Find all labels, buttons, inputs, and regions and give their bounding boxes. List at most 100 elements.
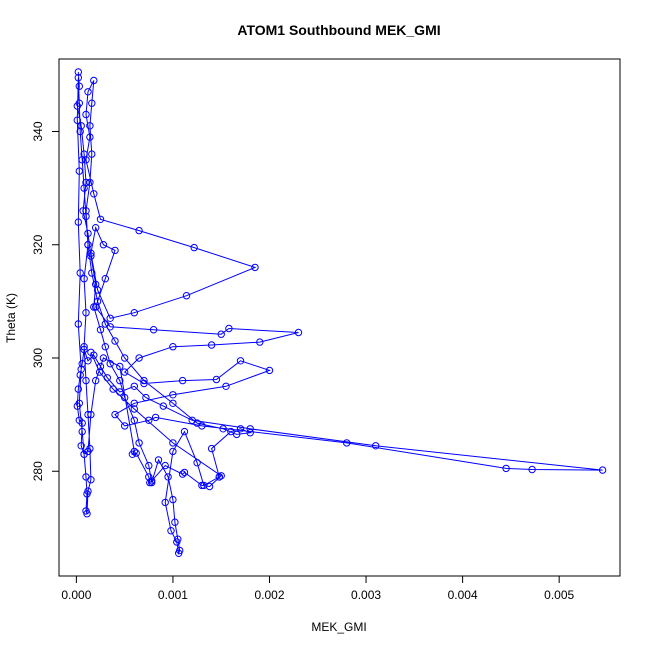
data-point (78, 419, 86, 427)
data-point (171, 518, 179, 526)
data-point (212, 375, 221, 384)
data-point (130, 405, 139, 413)
data-point (84, 410, 92, 419)
data-point (96, 215, 105, 224)
data-point (99, 241, 108, 249)
data-point (246, 425, 254, 433)
data-point (225, 324, 233, 333)
data-point (80, 345, 88, 354)
data-point (145, 461, 153, 470)
data-point (86, 178, 94, 187)
data-point (207, 341, 216, 349)
data-point (180, 427, 189, 436)
data-point (87, 249, 95, 257)
data-point (193, 459, 201, 467)
data-point (121, 368, 129, 376)
data-point (84, 357, 92, 365)
data-point (188, 416, 196, 424)
data-point (111, 410, 119, 419)
data-point (76, 371, 84, 379)
data-point (84, 447, 92, 456)
x-axis: 0.000 0.001 0.002 0.003 0.004 0.005 (61, 575, 575, 602)
data-point (78, 427, 86, 436)
data-point (169, 343, 177, 351)
x-tick-label: 0.000 (61, 588, 91, 602)
data-point (80, 275, 88, 283)
data-point (130, 382, 139, 390)
data-point (169, 447, 177, 456)
data-point (84, 241, 92, 249)
data-point (95, 368, 104, 376)
data-point (135, 439, 143, 447)
data-point (598, 466, 607, 474)
data-point (161, 498, 169, 507)
data-point (106, 323, 114, 331)
data-point (82, 207, 90, 215)
y-tick-label: 300 (31, 348, 45, 368)
data-point (106, 314, 114, 322)
x-tick-label: 0.001 (158, 588, 188, 602)
data-point (90, 303, 98, 311)
data-point (82, 212, 90, 221)
data-point (233, 430, 241, 439)
data-point (116, 376, 124, 385)
data-point (78, 156, 86, 164)
data-point (528, 465, 536, 474)
data-point (73, 116, 82, 124)
data-point (92, 303, 100, 311)
data-point (246, 429, 254, 437)
data-point (75, 82, 84, 90)
data-point (86, 133, 94, 141)
data-point (77, 365, 85, 373)
data-point (217, 330, 225, 338)
data-point (74, 218, 83, 226)
data-point (145, 416, 153, 424)
data-point (372, 442, 380, 450)
data-point (128, 450, 137, 458)
data-series (73, 68, 607, 557)
data-point (130, 309, 139, 317)
data-point (84, 229, 92, 238)
data-point (148, 477, 156, 485)
data-point (130, 416, 139, 424)
data-point (92, 224, 100, 232)
data-point (154, 456, 163, 464)
data-point (227, 427, 235, 436)
series-line (76, 71, 603, 556)
data-point (205, 482, 214, 491)
data-point (106, 360, 114, 368)
data-point (178, 376, 187, 385)
data-point (111, 246, 119, 255)
data-point (87, 252, 95, 260)
data-point (101, 343, 110, 351)
data-point (82, 156, 90, 164)
plot-area-frame (58, 58, 621, 577)
data-point (219, 425, 227, 433)
data-point (198, 481, 206, 490)
data-point (76, 269, 84, 277)
data-point (75, 167, 84, 175)
data-point (169, 495, 177, 504)
data-point (88, 269, 96, 277)
data-point (164, 473, 172, 481)
data-point (93, 286, 102, 294)
data-point (294, 328, 303, 337)
data-point (99, 354, 108, 362)
data-point (173, 538, 181, 546)
data-point (90, 76, 98, 85)
data-point (236, 357, 245, 365)
data-point (87, 348, 95, 356)
data-point (87, 476, 95, 484)
data-point (265, 366, 274, 375)
x-tick-label: 0.003 (351, 588, 381, 602)
data-point (116, 362, 124, 371)
data-point (161, 461, 169, 470)
data-point (251, 263, 259, 272)
data-point (87, 410, 95, 419)
data-point (146, 478, 154, 487)
data-point (96, 326, 105, 334)
data-point (169, 439, 177, 447)
data-point (135, 354, 143, 362)
data-point (111, 337, 119, 345)
